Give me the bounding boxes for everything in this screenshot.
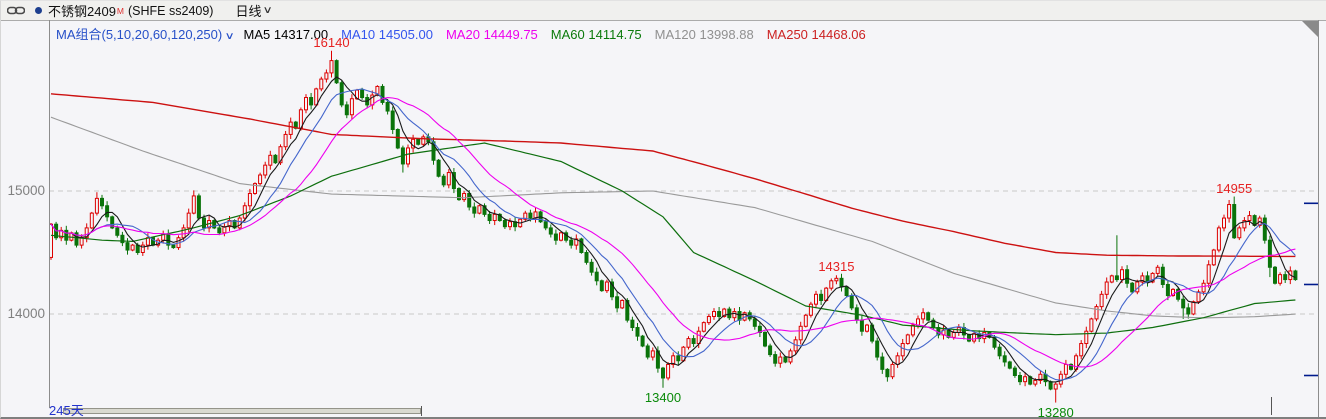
time-axis-tick: [1271, 397, 1272, 415]
chain-link-icon[interactable]: [7, 6, 25, 15]
period-selector[interactable]: 日线: [235, 4, 262, 19]
ma120-value: MA120 13998.88: [654, 27, 754, 42]
price-annotation: 13280: [1037, 404, 1074, 419]
scrollbar-end-cap[interactable]: [421, 406, 422, 416]
time-scrollbar-thumb[interactable]: [63, 408, 421, 414]
ma10-value: MA10 14505.00: [341, 27, 433, 42]
price-annotation: 13400: [644, 389, 682, 405]
ma20-value: MA20 14449.75: [445, 27, 538, 42]
price-annotation: 16140: [313, 34, 350, 50]
ma-group-selector[interactable]: MA组合(5,10,20,60,120,250): [56, 27, 223, 42]
exchange-symbol: (SHFE ss2409): [128, 3, 214, 18]
ma-legend: MA组合(5,10,20,60,120,250) ∨ MA5 14317.00 MA1…: [56, 24, 879, 42]
y-axis-label: 15000: [7, 183, 45, 198]
ma5-value: MA5 14317.00: [243, 27, 329, 42]
price-annotation: 14315: [818, 259, 855, 275]
ma250-value: MA250 14468.06: [766, 27, 866, 42]
instrument-dot-icon: [35, 7, 42, 14]
instrument-name: 不锈钢2409: [48, 4, 116, 19]
price-annotation: 14955: [1216, 180, 1253, 196]
main-contract-mark: M: [116, 5, 125, 16]
title-bar: 不锈钢2409 M (SHFE ss2409) 日线 ∨: [1, 1, 1326, 21]
chevron-down-icon[interactable]: ∨: [263, 5, 274, 16]
y-axis-label: 14000: [7, 306, 45, 321]
chevron-down-icon[interactable]: ∨: [224, 31, 236, 42]
visible-days-label: 245天: [49, 403, 84, 418]
ma60-value: MA60 14114.75: [550, 27, 642, 42]
